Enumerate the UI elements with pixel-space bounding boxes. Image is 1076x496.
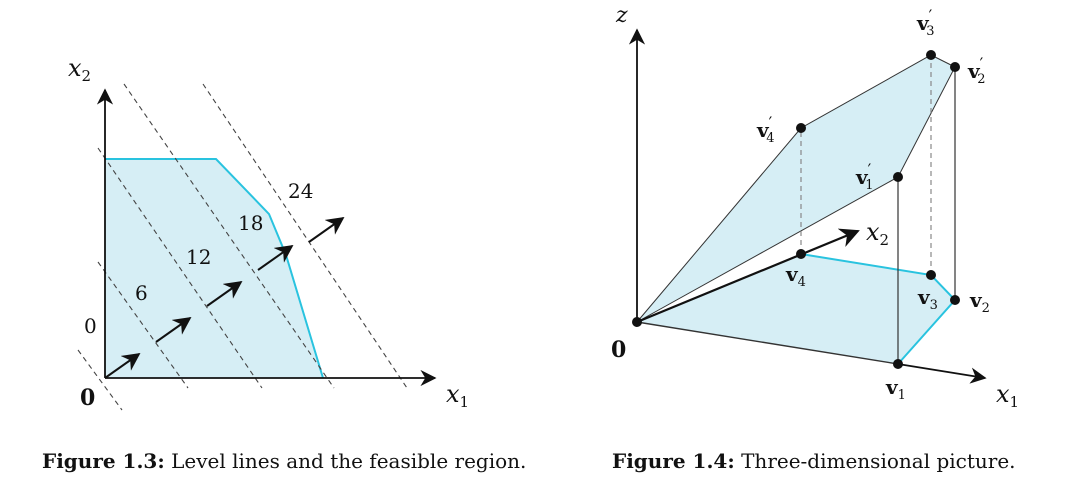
base-region	[637, 254, 955, 364]
vertices	[632, 50, 960, 369]
x1-axis-3d	[897, 363, 987, 384]
x2-axis-3d	[636, 228, 860, 324]
origin-label: 0	[80, 385, 95, 411]
figure-1-3-caption: Figure 1.3: Level lines and the feasible…	[42, 449, 526, 473]
level-line-6	[97, 261, 189, 389]
level-line-18	[123, 83, 335, 389]
level-line-0	[77, 349, 123, 411]
vertex-v3	[926, 270, 936, 280]
gradient-arrow	[308, 216, 345, 243]
level-label-12: 12	[186, 245, 211, 269]
gradient-arrow	[206, 280, 243, 307]
label-v4: v4	[785, 262, 806, 290]
vertex-v1-prime	[893, 172, 903, 182]
level-lines	[77, 83, 408, 411]
level-label-18: 18	[238, 211, 263, 235]
label-v3: v3	[917, 285, 938, 313]
feasible-region-boundary	[105, 158, 324, 379]
vertex-v2-prime	[950, 62, 960, 72]
gradient-arrows	[104, 216, 345, 379]
vertex-v4	[796, 249, 806, 259]
level-label-24: 24	[288, 179, 313, 203]
gradient-arrow	[257, 244, 294, 271]
origin-point	[632, 317, 642, 327]
top-surface	[636, 54, 956, 323]
label-v1-prime: v′ 1	[855, 160, 874, 193]
x2-axis-label: x2	[68, 54, 91, 85]
level-line-24	[202, 83, 408, 389]
label-v4-prime: v′ 4	[756, 113, 775, 146]
figure-1-4: z x1 x2 0 v1 v2 v3 v4 v′ 1 v′ 2 v′ 3 v′ 4	[611, 3, 1019, 411]
origin-label-3d: 0	[611, 337, 626, 363]
gradient-arrow	[104, 352, 141, 379]
z-axis-label: z	[615, 3, 628, 28]
figure-1-3: x1 x2 0 0 6 12 18 24	[68, 54, 469, 411]
vertex-v3-prime	[926, 50, 936, 60]
vertex-v4-prime	[796, 123, 806, 133]
gradient-arrow	[155, 316, 192, 343]
level-line-12	[97, 147, 263, 389]
label-v2: v2	[969, 288, 990, 316]
vertex-v1	[893, 359, 903, 369]
level-label-6: 6	[135, 281, 148, 305]
figure-1-4-caption-label: Figure 1.4:	[612, 449, 735, 473]
label-v1: v1	[885, 375, 906, 403]
level-label-0: 0	[84, 314, 97, 338]
figure-1-4-caption-text: Three-dimensional picture.	[741, 449, 1016, 473]
x1-axis-label: x1	[446, 380, 469, 411]
label-v2-prime: v′ 2	[967, 54, 986, 87]
figure-1-3-caption-text: Level lines and the feasible region.	[171, 449, 527, 473]
x2-axis-label-3d: x2	[866, 218, 889, 249]
figure-1-4-caption: Figure 1.4: Three-dimensional picture.	[612, 449, 1016, 473]
x1-axis-label-3d: x1	[996, 380, 1019, 411]
figure-1-3-caption-label: Figure 1.3:	[42, 449, 165, 473]
vertex-v2	[950, 295, 960, 305]
label-v3-prime: v′ 3	[916, 6, 935, 39]
base-region-boundary	[800, 253, 957, 365]
base-edge-v1	[636, 321, 899, 365]
